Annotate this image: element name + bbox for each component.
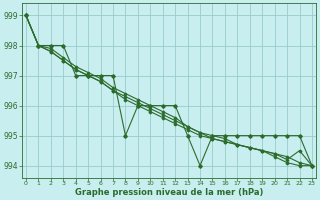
X-axis label: Graphe pression niveau de la mer (hPa): Graphe pression niveau de la mer (hPa): [75, 188, 263, 197]
